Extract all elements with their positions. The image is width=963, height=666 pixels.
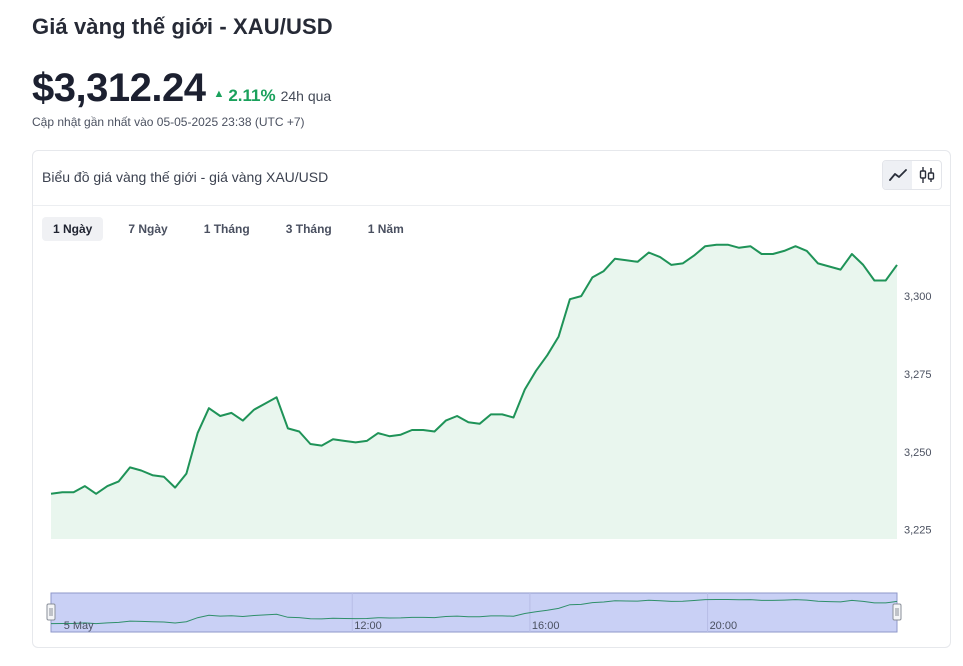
y-tick-label: 3,275: [904, 369, 932, 381]
tab-1-year[interactable]: 1 Năm: [367, 222, 404, 236]
candlestick-chart-icon: [919, 167, 934, 183]
navigator-line: [50, 599, 898, 625]
y-tick-label: 3,250: [904, 447, 932, 459]
price-row: $3,312.24 ▲ 2.11% 24h qua: [32, 66, 331, 111]
current-price: $3,312.24: [32, 66, 206, 110]
change-period: 24h qua: [280, 88, 332, 104]
navigator-label: 5 May: [64, 620, 94, 632]
tab-7-days[interactable]: 7 Ngày: [128, 222, 168, 236]
navigator-right-handle[interactable]: [892, 603, 902, 621]
price-change: ▲ 2.11% 24h qua: [213, 86, 331, 106]
candlestick-chart-button[interactable]: [912, 161, 941, 189]
change-percent: 2.11%: [228, 86, 276, 105]
last-updated: Cập nhật gần nhất vào 05-05-2025 23:38 (…: [32, 115, 305, 129]
card-divider: [33, 205, 950, 206]
range-tabs: 1 Ngày 7 Ngày 1 Tháng 3 Tháng 1 Năm: [42, 217, 429, 241]
line-chart-button[interactable]: [883, 161, 912, 189]
y-tick-label: 3,225: [904, 525, 932, 537]
line-chart-icon: [888, 169, 907, 181]
page-title: Giá vàng thế giới - XAU/USD: [32, 14, 333, 39]
price-line: [50, 243, 898, 495]
chart-type-toggle: [882, 160, 942, 190]
navigator-label: 12:00: [354, 620, 382, 632]
navigator-window: [50, 592, 898, 633]
y-tick-label: 3,300: [904, 291, 932, 303]
navigator-left-handle[interactable]: [46, 603, 56, 621]
chart-card-title: Biểu đồ giá vàng thế giới - giá vàng XAU…: [42, 169, 329, 185]
tab-1-day[interactable]: 1 Ngày: [42, 217, 104, 241]
up-arrow-icon: ▲: [213, 88, 225, 100]
area-fill: [51, 244, 897, 539]
tab-1-month[interactable]: 1 Tháng: [203, 222, 250, 236]
navigator-label: 20:00: [710, 620, 738, 632]
navigator-label: 16:00: [532, 620, 560, 632]
tab-3-months[interactable]: 3 Tháng: [285, 222, 332, 236]
